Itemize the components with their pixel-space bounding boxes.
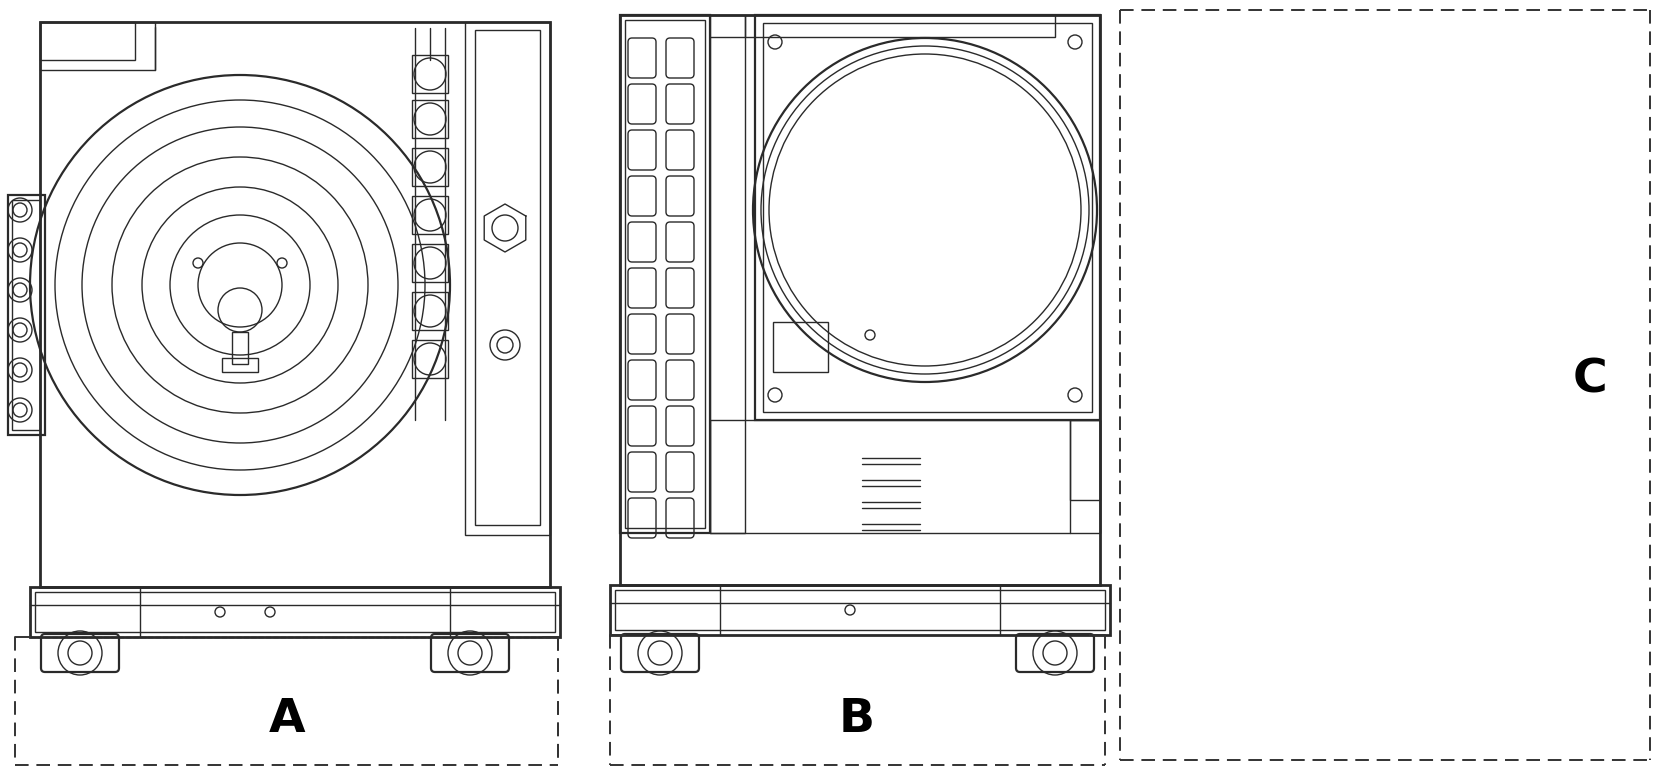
Bar	[412, 340, 449, 378]
Text: C: C	[1573, 358, 1608, 402]
Bar	[412, 196, 449, 234]
Bar	[626, 20, 706, 528]
Bar	[620, 15, 711, 533]
Bar	[40, 22, 135, 60]
Bar	[40, 22, 550, 587]
Bar	[8, 195, 45, 435]
Bar	[40, 22, 155, 70]
Bar	[620, 15, 1099, 585]
Bar	[615, 590, 1104, 630]
Bar	[222, 358, 259, 372]
Bar	[772, 322, 827, 372]
Bar	[412, 100, 449, 138]
Bar	[756, 15, 1099, 420]
Bar	[1069, 420, 1099, 500]
Bar	[711, 15, 746, 533]
Bar	[746, 15, 1054, 37]
Bar	[412, 148, 449, 186]
Bar	[475, 30, 540, 525]
Text: B: B	[839, 697, 876, 742]
Bar	[711, 420, 1099, 533]
Bar	[412, 244, 449, 282]
Bar	[12, 200, 40, 430]
Bar	[412, 55, 449, 93]
Bar	[30, 587, 560, 637]
Bar	[610, 585, 1109, 635]
Bar	[412, 292, 449, 330]
Bar	[35, 592, 555, 632]
Text: A: A	[269, 697, 305, 742]
Bar	[232, 332, 249, 364]
Bar	[465, 22, 550, 535]
Bar	[762, 23, 1093, 412]
